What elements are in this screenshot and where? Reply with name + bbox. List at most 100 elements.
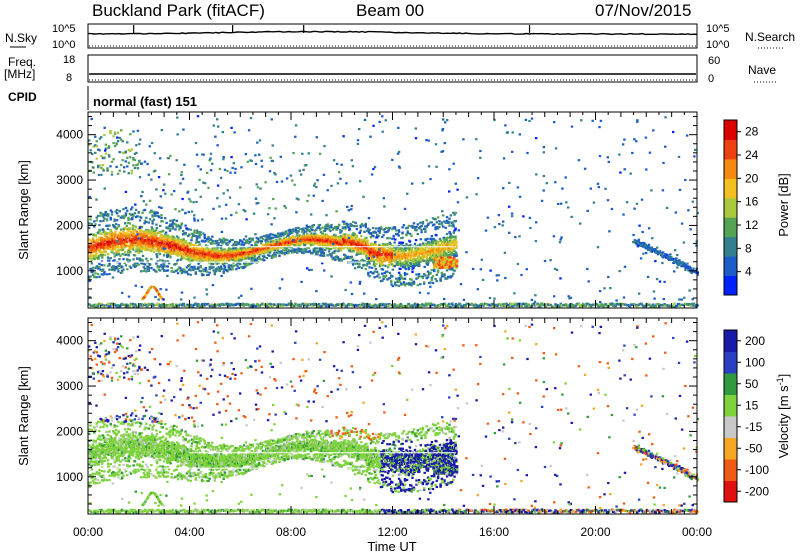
power-cell (183, 268, 186, 271)
power-cell (269, 233, 272, 236)
power-cell (166, 260, 170, 263)
power-cell (160, 263, 163, 266)
power-cell (298, 250, 301, 253)
power-cell (293, 183, 296, 186)
power-cell (152, 210, 156, 213)
power-cell (154, 237, 157, 240)
power-cell (417, 273, 421, 276)
power-cell (409, 246, 412, 250)
power-cell (206, 273, 209, 277)
power-cell (96, 267, 100, 270)
power-cell (306, 235, 310, 238)
power-cell (289, 230, 293, 233)
power-cell (395, 233, 398, 236)
power-cell (425, 255, 429, 258)
power-cell (388, 237, 392, 240)
cpid-text: normal (fast) 151 (93, 94, 197, 109)
power-cell (131, 213, 134, 216)
power-cell (344, 254, 347, 257)
power-cell (97, 231, 100, 234)
power-cell (141, 246, 145, 249)
power-cell (259, 242, 263, 245)
power-cell (88, 245, 91, 248)
power-cell (394, 247, 397, 250)
power-cell (145, 234, 148, 237)
power-cell (287, 250, 290, 253)
power-cell (344, 233, 347, 236)
power-cell (221, 251, 224, 254)
power-cell (359, 229, 362, 232)
power-cell (332, 227, 336, 230)
power-cell (91, 269, 95, 272)
power-cell (135, 247, 138, 250)
power-cell (198, 234, 201, 237)
power-cell (261, 248, 264, 251)
power-cell (420, 255, 423, 259)
power-cell (154, 246, 157, 249)
power-cell (332, 235, 335, 238)
power-cell (188, 233, 191, 236)
power-cell (117, 264, 120, 267)
power-cell (349, 222, 352, 226)
power-cell (185, 255, 188, 258)
power-cell (226, 239, 229, 242)
power-cell (152, 218, 156, 221)
power-cell (179, 269, 182, 272)
power-cell (108, 262, 111, 265)
power-cell (208, 239, 211, 242)
power-cell (271, 248, 274, 251)
power-cell (282, 232, 285, 235)
power-cell (240, 258, 243, 261)
power-cell (132, 229, 135, 232)
power-cell (224, 251, 227, 254)
power-cell (190, 259, 193, 263)
power-cell (401, 226, 404, 229)
power-cell (365, 257, 369, 261)
power-cell (221, 242, 224, 245)
power-cell (88, 226, 91, 229)
power-cell (383, 231, 386, 234)
power-cell (127, 253, 130, 256)
power-cell (278, 254, 281, 257)
power-cell (190, 210, 194, 213)
power-cell (167, 246, 171, 250)
power-cell (423, 281, 426, 284)
power-cell (170, 270, 173, 273)
power-cell (425, 246, 428, 249)
power-cell (232, 254, 236, 257)
power-cell (405, 234, 408, 237)
power-cell (397, 257, 400, 260)
power-cell (141, 190, 144, 194)
power-cell (335, 226, 338, 229)
power-cell (121, 252, 124, 256)
power-cell (302, 252, 305, 255)
power-cell (330, 253, 333, 256)
power-cell (164, 251, 167, 254)
power-cell (321, 232, 325, 235)
power-cell (134, 238, 137, 241)
power-cell (333, 233, 336, 236)
power-cell (142, 200, 145, 203)
power-cell (188, 251, 192, 254)
power-cell (231, 255, 234, 259)
power-cell (238, 251, 241, 254)
power-cell (334, 258, 337, 261)
power-cell (407, 266, 411, 269)
power-cell (209, 262, 212, 265)
power-cell (190, 251, 193, 254)
power-cell (182, 255, 185, 258)
power-cell (180, 272, 183, 275)
power-cell (405, 246, 408, 249)
power-cell (95, 219, 98, 222)
power-cell (376, 270, 379, 273)
power-cell (102, 248, 106, 251)
power-cell (394, 260, 397, 263)
power-cell (246, 160, 249, 163)
power-cell (294, 231, 298, 234)
power-cell (259, 253, 262, 256)
power-cell (401, 277, 404, 280)
power-cell (192, 244, 195, 247)
power-cell (143, 160, 147, 163)
power-cell (378, 251, 381, 254)
power-cell (242, 238, 246, 241)
